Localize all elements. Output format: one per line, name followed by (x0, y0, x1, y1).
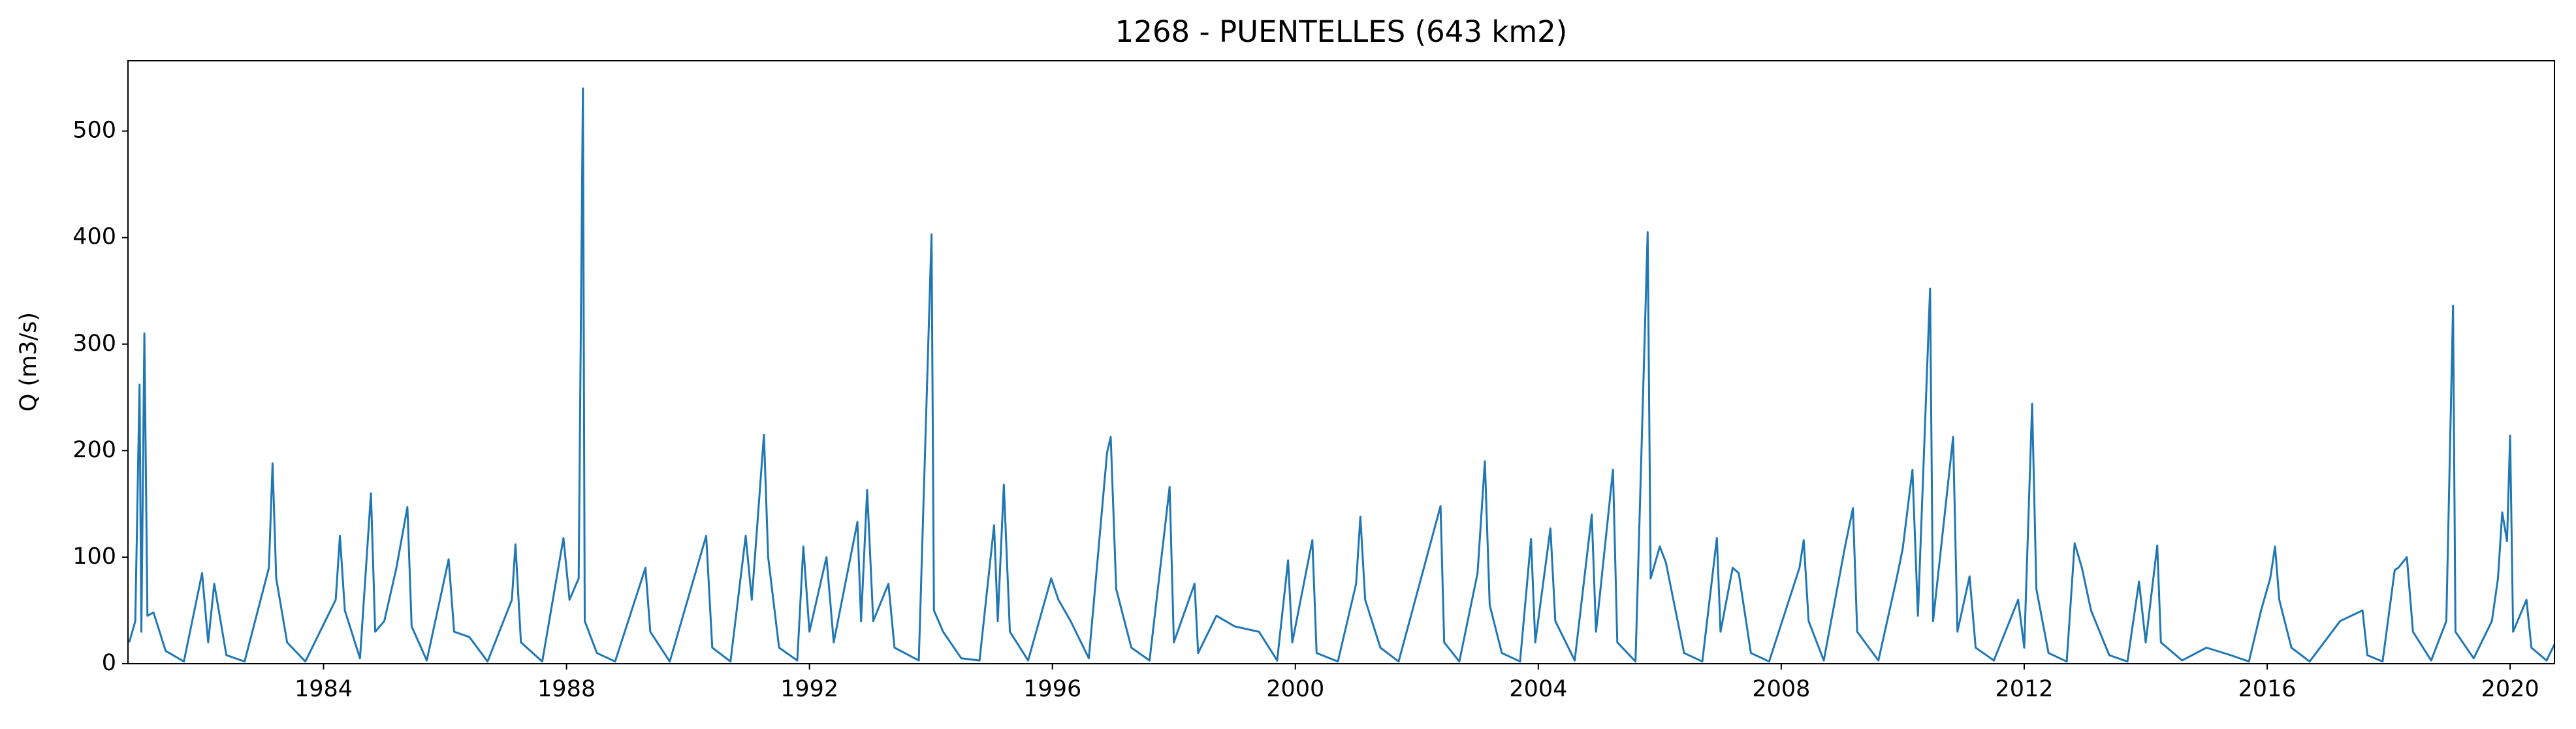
y-tick-label: 200 (72, 437, 116, 463)
y-axis-label: Q (m3/s) (16, 312, 42, 412)
x-tick-label: 2012 (1995, 676, 2053, 702)
x-tick-label: 1988 (537, 676, 596, 702)
flow-line (128, 87, 2556, 663)
x-tick-label: 1992 (780, 676, 838, 702)
plot-frame (127, 60, 2555, 664)
x-tick-label: 1984 (294, 676, 353, 702)
x-tick-label: 2020 (2481, 676, 2539, 702)
y-tick-label: 400 (72, 224, 116, 250)
y-tick-label: 500 (72, 118, 116, 144)
y-tick-label: 100 (72, 543, 116, 570)
y-tick-label: 300 (72, 331, 116, 357)
y-tick-label: 0 (102, 650, 116, 676)
x-tick-label: 2000 (1266, 676, 1324, 702)
x-tick-label: 2004 (1509, 676, 1567, 702)
x-tick-label: 2016 (2238, 676, 2296, 702)
chart-title: 1268 - PUENTELLES (643 km2) (1115, 14, 1568, 49)
x-tick-label: 1996 (1023, 676, 1081, 702)
x-tick-label: 2008 (1752, 676, 1810, 702)
